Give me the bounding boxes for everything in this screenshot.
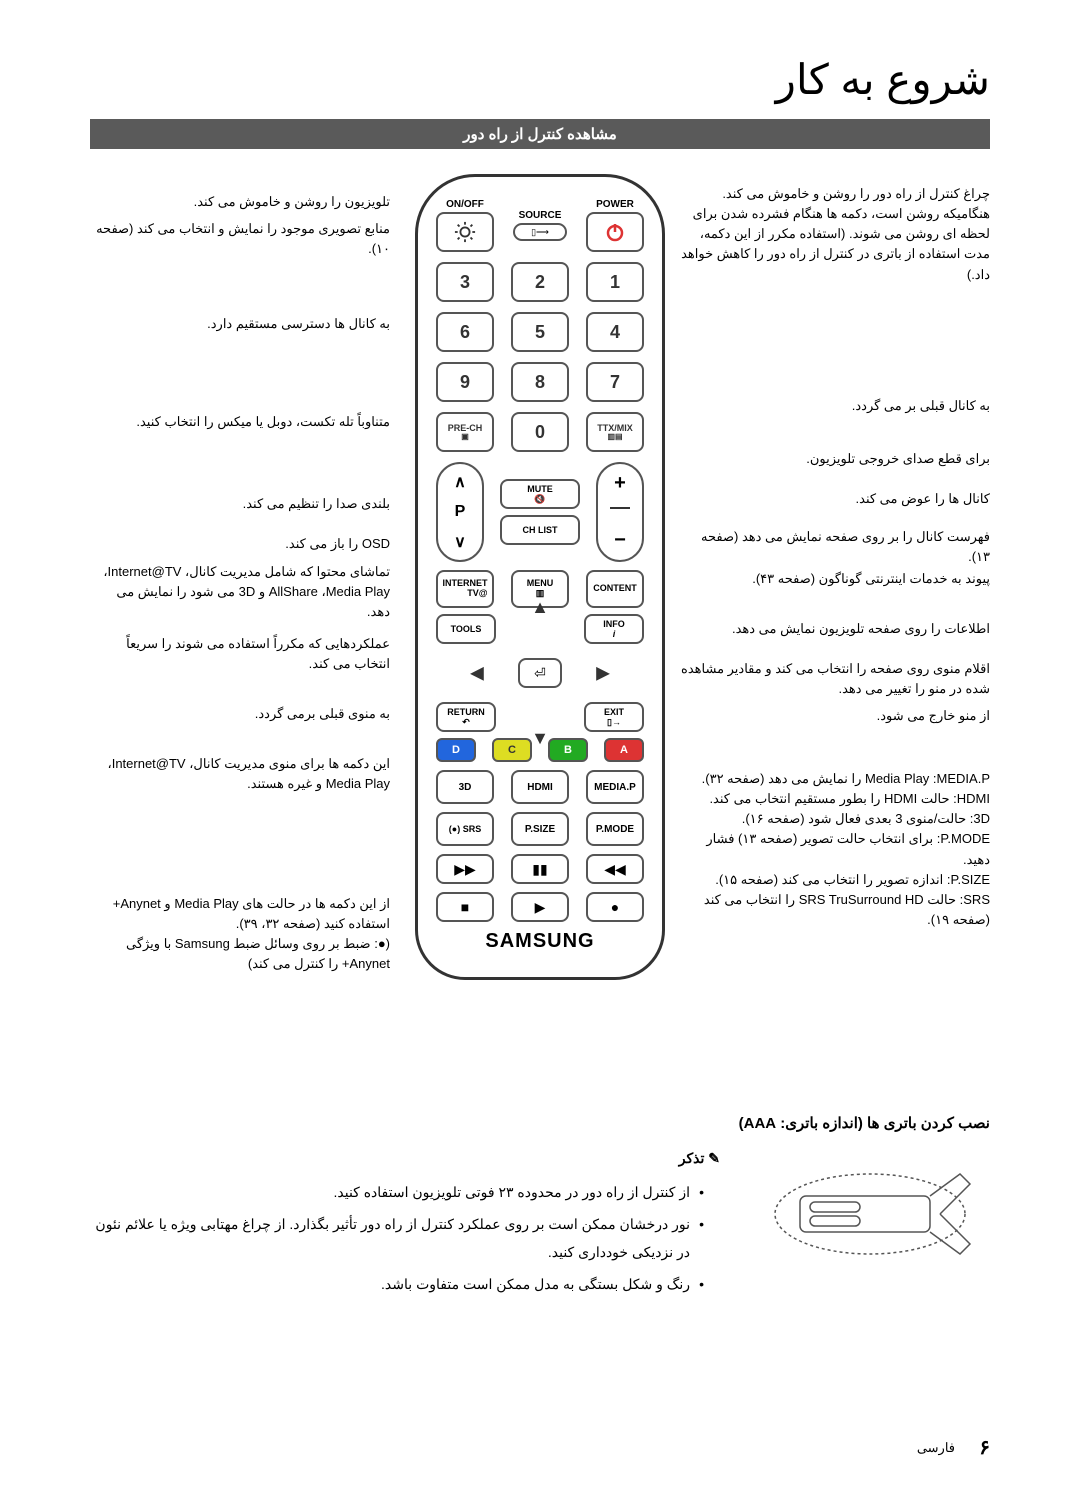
color-a[interactable]: A xyxy=(604,738,644,762)
color-c[interactable]: C xyxy=(492,738,532,762)
callout-color: این دکمه ها برای منوی مدیریت کانال، Inte… xyxy=(90,754,390,794)
srs-button[interactable]: SRS (●) xyxy=(436,812,494,846)
callout-exit: از منو خارج می شود. xyxy=(680,706,990,726)
callout-media-grid: MEDIA.P: ‏Media Play را نمایش می دهد (صف… xyxy=(680,769,990,930)
page-language: فارسی xyxy=(917,1440,955,1456)
light-icon xyxy=(454,221,476,243)
key-7[interactable]: 7 xyxy=(586,362,644,402)
vol-up-icon: + xyxy=(614,472,626,495)
key-2[interactable]: 2 xyxy=(511,262,569,302)
install-notes: ✎ تذکر از کنترل از راه دور در محدوده ۲۳ … xyxy=(90,1144,720,1302)
section-header: مشاهده کنترل از راه دور xyxy=(90,119,990,149)
enter-button[interactable]: ⏎ xyxy=(518,658,562,688)
notes-header: ✎ تذکر xyxy=(90,1144,720,1172)
3d-button[interactable]: 3D xyxy=(436,770,494,804)
page-title: شروع به کار xyxy=(0,0,1080,119)
psize-button[interactable]: P.SIZE xyxy=(511,812,569,846)
nav-pad: TOOLS INFOi ▲ ▼ ◀ ▶ ⏎ RETURN↶ EXIT→▯ xyxy=(436,618,644,728)
callout-tools: عملکردهایی که مکرراً استفاده می شوند را … xyxy=(90,634,390,674)
callout-onoff: چراغ کنترل از راه دور را روشن و خاموش می… xyxy=(680,184,990,285)
callout-info: اطلاعات را روی صفحه تلویزیون نمایش می ده… xyxy=(680,619,990,639)
battery-illustration xyxy=(750,1144,990,1284)
key-6[interactable]: 6 xyxy=(436,312,494,352)
vol-down-icon: − xyxy=(614,529,626,552)
callout-transport: از این دکمه ها در حالت های Media Play و … xyxy=(90,894,390,975)
callout-power: تلویزیون را روشن و خاموش می کند. xyxy=(90,192,390,212)
callout-numpad: به کانال ها دسترسی مستقیم دارد. xyxy=(90,314,390,334)
install-title: نصب کردن باتری ها (اندازه باتری: AAA) xyxy=(90,1114,990,1132)
callout-prech: به کانال قبلی بر می گردد. xyxy=(680,396,990,416)
remote-control: POWER SOURCE ⟶▯ ON/OFF 123 456 xyxy=(415,174,665,980)
callout-ttx: متناوباً تله تکست، دوبل یا میکس را انتخا… xyxy=(90,412,390,432)
remote-diagram: چراغ کنترل از راه دور را روشن و خاموش می… xyxy=(90,174,990,1094)
key-5[interactable]: 5 xyxy=(511,312,569,352)
ch-up-icon: ∧ xyxy=(454,472,466,492)
nav-up[interactable]: ▲ xyxy=(531,597,549,618)
callout-enter: اقلام منوی روی صفحه را انتخاب می کند و م… xyxy=(680,659,990,699)
callout-content: تماشای محتوا که شامل مدیریت کانال، Inter… xyxy=(90,562,390,622)
content-button[interactable]: CONTENT xyxy=(586,570,644,608)
exit-button[interactable]: EXIT→▯ xyxy=(584,702,644,732)
play-button[interactable]: ▶ xyxy=(511,892,569,922)
callout-chlist: فهرست کانال را بر روی صفحه نمایش می دهد … xyxy=(680,527,990,567)
rewind-button[interactable]: ◀◀ xyxy=(586,854,644,884)
mute-button[interactable]: MUTE🔇 xyxy=(500,479,580,509)
key-1[interactable]: 1 xyxy=(586,262,644,302)
note-item: رنگ و شکل بستگی به مدل ممکن است متفاوت ب… xyxy=(90,1270,704,1298)
key-8[interactable]: 8 xyxy=(511,362,569,402)
callout-mute: برای قطع صدای خروجی تلویزیون. xyxy=(680,449,990,469)
channel-rocker[interactable]: ∧ P ∨ xyxy=(436,462,484,562)
color-b[interactable]: B xyxy=(548,738,588,762)
pmode-button[interactable]: P.MODE xyxy=(586,812,644,846)
page-number: ۶ xyxy=(979,1435,990,1460)
power-icon xyxy=(603,220,627,244)
note-item: از کنترل از راه دور در محدوده ۲۳ فوتی تل… xyxy=(90,1178,704,1206)
source-button[interactable]: ⟶▯ xyxy=(513,223,567,241)
pause-button[interactable]: ▮▮ xyxy=(511,854,569,884)
callout-vol: بلندی صدا را تنظیم می کند. xyxy=(90,494,390,514)
ch-down-icon: ∨ xyxy=(454,532,466,552)
return-button[interactable]: RETURN↶ xyxy=(436,702,496,732)
nav-left[interactable]: ◀ xyxy=(470,663,484,684)
ttx-button[interactable]: TTX/MIX▤▥ xyxy=(586,412,644,452)
callout-source: منابع تصویری موجود را نمایش و انتخاب می … xyxy=(90,219,390,259)
callout-return: به منوی قبلی برمی گردد. xyxy=(90,704,390,724)
nav-right[interactable]: ▶ xyxy=(596,663,610,684)
key-0[interactable]: 0 xyxy=(511,412,569,452)
internet-button[interactable]: INTERNET @TV xyxy=(436,570,494,608)
note-item: نور درخشان ممکن است بر روی عملکرد کنترل … xyxy=(90,1210,704,1266)
color-d[interactable]: D xyxy=(436,738,476,762)
callout-ch: کانال ها را عوض می کند. xyxy=(680,489,990,509)
stop-button[interactable]: ■ xyxy=(436,892,494,922)
brand-label: SAMSUNG xyxy=(436,930,644,953)
power-button[interactable] xyxy=(586,212,644,252)
volume-rocker[interactable]: + − xyxy=(596,462,644,562)
onoff-button[interactable] xyxy=(436,212,494,252)
p-label: P xyxy=(455,503,466,521)
key-3[interactable]: 3 xyxy=(436,262,494,302)
mediap-button[interactable]: MEDIA.P xyxy=(586,770,644,804)
record-button[interactable]: ● xyxy=(586,892,644,922)
label-onoff: ON/OFF xyxy=(436,199,494,210)
callout-internet: پیوند به خدمات اینترنتی گوناگون (صفحه ۴۳… xyxy=(680,569,990,589)
label-source: SOURCE xyxy=(505,210,575,221)
key-4[interactable]: 4 xyxy=(586,312,644,352)
key-9[interactable]: 9 xyxy=(436,362,494,402)
chlist-button[interactable]: CH LIST xyxy=(500,515,580,545)
nav-down[interactable]: ▼ xyxy=(531,728,549,749)
prech-button[interactable]: PRE-CH▣ xyxy=(436,412,494,452)
callout-menu: OSD را باز می کند. xyxy=(90,534,390,554)
label-power: POWER xyxy=(586,199,644,210)
ffwd-button[interactable]: ▶▶ xyxy=(436,854,494,884)
hdmi-button[interactable]: HDMI xyxy=(511,770,569,804)
